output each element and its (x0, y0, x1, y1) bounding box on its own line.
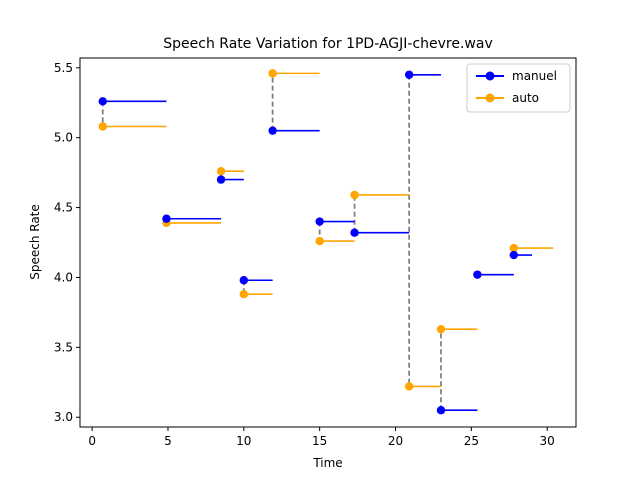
legend: manuel auto (466, 63, 571, 113)
x-tick-label-4: 20 (388, 434, 403, 448)
y-tick-label-4: 5.0 (54, 131, 73, 145)
manuel-point-8 (436, 406, 446, 415)
auto-point-4 (268, 69, 277, 78)
x-tick-label-2: 10 (236, 434, 251, 448)
auto-point-0 (98, 122, 107, 131)
x-tick-label-6: 30 (540, 434, 555, 448)
auto-point-2 (216, 167, 226, 176)
series-segments (102, 72, 554, 412)
manuel-point-5 (315, 217, 324, 226)
y-tick-label-5: 5.5 (54, 61, 73, 75)
manuel-point-3 (239, 276, 249, 285)
manuel-point-2 (216, 175, 226, 184)
auto-point-6 (350, 190, 359, 200)
auto-point-10 (509, 243, 519, 253)
manuel-point-9 (473, 270, 482, 279)
manuel-point-7 (404, 70, 414, 79)
x-tick-label-5: 25 (464, 434, 479, 448)
manuel-point-10 (509, 250, 519, 260)
y-tick-label-0: 3.0 (54, 410, 73, 424)
manuel-point-1 (162, 214, 171, 223)
series-points (98, 69, 519, 415)
manuel-point-4 (268, 126, 277, 135)
x-axis-ticks: 0 5 10 15 20 25 30 (88, 427, 555, 448)
y-tick-label-1: 3.5 (54, 340, 73, 354)
chart-title: Speech Rate Variation for 1PD-AGJI-chevr… (163, 36, 493, 52)
plot-area (98, 69, 554, 415)
x-tick-label-1: 5 (164, 434, 172, 448)
legend-marker-manuel (485, 71, 495, 81)
manuel-point-6 (350, 228, 359, 237)
auto-point-3 (239, 290, 249, 299)
y-tick-label-2: 4.0 (54, 270, 73, 284)
x-tick-label-0: 0 (88, 434, 96, 448)
plot-frame (79, 57, 577, 428)
auto-point-8 (436, 324, 446, 334)
legend-marker-auto (485, 93, 495, 103)
auto-point-7 (404, 382, 414, 391)
y-tick-label-3: 4.5 (54, 201, 73, 215)
legend-label-manuel: manuel (512, 69, 557, 83)
y-axis-ticks: 3.0 3.5 4.0 4.5 5.0 5.5 (54, 61, 80, 424)
x-tick-label-3: 15 (312, 434, 327, 448)
x-axis-label: Time (312, 456, 342, 470)
y-axis-label: Speech Rate (28, 204, 42, 280)
legend-label-auto: auto (512, 91, 539, 105)
manuel-point-0 (98, 97, 107, 106)
auto-point-5 (315, 236, 324, 246)
